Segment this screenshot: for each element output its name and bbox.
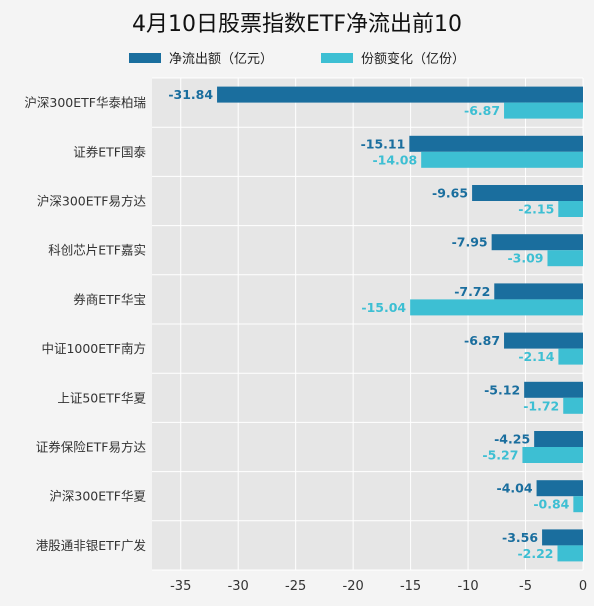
category-label: 沪深300ETF华夏	[49, 489, 146, 504]
x-tick-label: -5	[519, 579, 532, 594]
data-label-outflow: -5.12	[484, 382, 520, 397]
bar-share-change	[522, 447, 583, 463]
bar-outflow	[494, 283, 583, 300]
x-tick-label: -30	[228, 579, 249, 594]
data-label-share-change: -5.27	[482, 448, 518, 463]
bar-share-change	[573, 496, 583, 513]
legend-item-share-change: 份额变化（亿份）	[321, 48, 465, 67]
category-label: 沪深300ETF易方达	[37, 194, 147, 209]
data-label-outflow: -15.11	[361, 136, 406, 151]
data-label-share-change: -1.72	[523, 398, 559, 413]
bar-share-change	[504, 102, 583, 119]
chart-title: 4月10日股票指数ETF净流出前10	[132, 12, 462, 37]
x-tick-label: -25	[285, 579, 306, 594]
bar-outflow	[504, 332, 583, 349]
data-label-share-change: -6.87	[464, 103, 500, 118]
category-label: 证券保险ETF易方达	[36, 440, 147, 455]
category-label: 科创芯片ETF嘉实	[48, 243, 146, 258]
legend-swatch-share-change	[321, 52, 353, 63]
data-label-outflow: -3.56	[502, 530, 538, 545]
x-tick-label: -15	[400, 579, 421, 594]
bar-outflow	[524, 381, 583, 398]
x-tick-label: -20	[343, 579, 364, 594]
data-label-outflow: -9.65	[432, 186, 468, 201]
bar-outflow	[542, 529, 583, 546]
category-label: 沪深300ETF华泰柏瑞	[24, 95, 146, 110]
data-label-outflow: -4.04	[497, 481, 533, 496]
data-label-outflow: -31.84	[168, 87, 213, 102]
chart-legend: 净流出额（亿元） 份额变化（亿份）	[0, 48, 594, 67]
legend-swatch-outflow	[128, 52, 161, 63]
category-label: 中证1000ETF南方	[41, 341, 146, 356]
bar-share-change	[558, 201, 583, 217]
bar-share-change	[547, 250, 583, 267]
x-tick-label: 0	[579, 579, 587, 594]
bar-outflow	[536, 480, 583, 497]
bar-outflow	[472, 185, 583, 201]
data-label-share-change: -0.84	[533, 497, 569, 512]
bar-outflow	[491, 234, 583, 251]
data-label-share-change: -14.08	[372, 152, 417, 167]
data-label-share-change: -2.15	[518, 202, 554, 217]
category-label: 港股通非银ETF广发	[36, 538, 147, 553]
bar-share-change	[557, 545, 583, 562]
category-label: 证券ETF国泰	[73, 144, 146, 159]
bar-share-change	[558, 348, 583, 365]
bar-share-change	[410, 299, 583, 316]
data-label-share-change: -15.04	[361, 300, 406, 315]
category-label: 上证50ETF华夏	[57, 390, 146, 405]
data-label-outflow: -7.72	[454, 284, 490, 299]
bar-outflow	[217, 86, 584, 103]
legend-label-outflow: 净流出额（亿元）	[168, 52, 273, 67]
data-label-outflow: -7.95	[452, 235, 488, 250]
x-tick-label: -35	[170, 579, 191, 594]
data-label-outflow: -6.87	[464, 333, 500, 348]
x-tick-label: -10	[457, 579, 478, 594]
bar-share-change	[421, 151, 583, 168]
legend-item-outflow: 净流出额（亿元）	[128, 48, 273, 67]
data-label-share-change: -2.14	[518, 349, 554, 364]
legend-label-share-change: 份额变化（亿份）	[361, 52, 466, 67]
data-label-outflow: -4.25	[494, 432, 530, 447]
bar-outflow	[534, 431, 583, 447]
bar-outflow	[409, 135, 583, 152]
data-label-share-change: -3.09	[507, 251, 543, 266]
data-label-share-change: -2.22	[517, 546, 553, 561]
category-label: 券商ETF华宝	[73, 292, 146, 307]
bar-share-change	[563, 397, 583, 414]
